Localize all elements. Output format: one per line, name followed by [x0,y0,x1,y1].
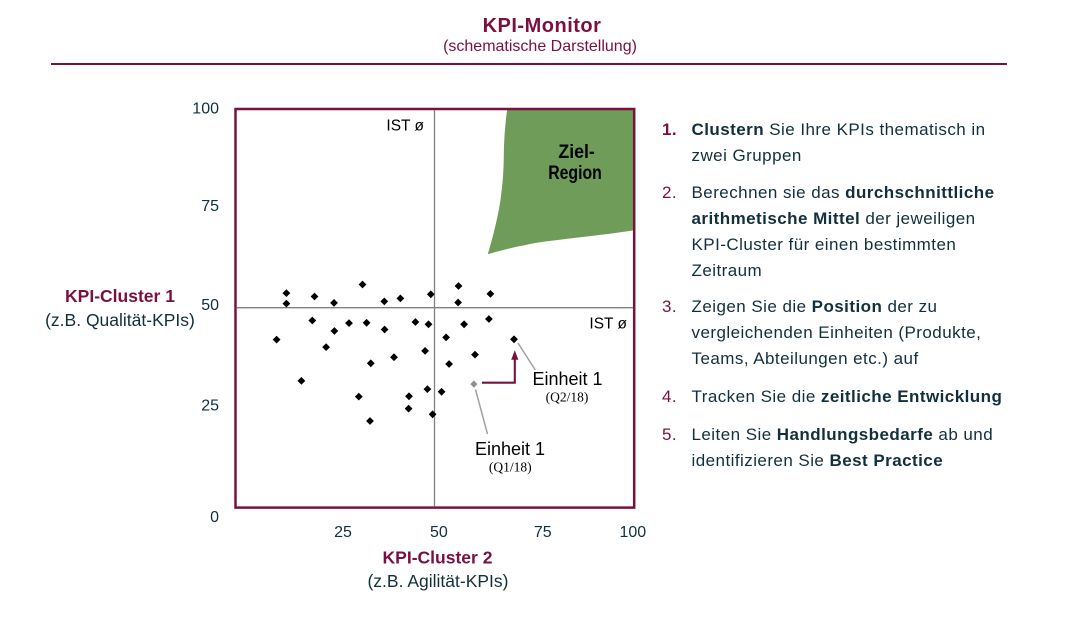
svg-text:Ziel-: Ziel- [558,141,595,163]
svg-text:Region: Region [548,162,602,184]
svg-text:IST ø: IST ø [589,316,627,333]
svg-text:KPI-Cluster 2: KPI-Cluster 2 [383,548,493,568]
svg-text:25: 25 [201,398,219,415]
svg-text:IST ø: IST ø [386,118,424,135]
svg-text:KPI-Cluster 1: KPI-Cluster 1 [65,286,175,306]
svg-text:0: 0 [210,509,219,526]
svg-text:50: 50 [201,297,219,314]
svg-text:(z.B. Agilität-KPIs): (z.B. Agilität-KPIs) [367,571,508,591]
svg-text:Einheit 1: Einheit 1 [475,439,545,459]
svg-text:(z.B. Qualität-KPIs): (z.B. Qualität-KPIs) [45,310,195,330]
svg-text:75: 75 [534,524,552,541]
svg-text:100: 100 [619,524,646,541]
svg-text:100: 100 [192,101,219,118]
svg-text:Einheit 1: Einheit 1 [532,369,602,389]
svg-text:75: 75 [201,198,219,215]
svg-text:(Q1/18): (Q1/18) [489,460,532,475]
svg-text:50: 50 [430,524,448,541]
svg-text:25: 25 [334,524,352,541]
svg-text:(Q2/18): (Q2/18) [546,390,589,405]
